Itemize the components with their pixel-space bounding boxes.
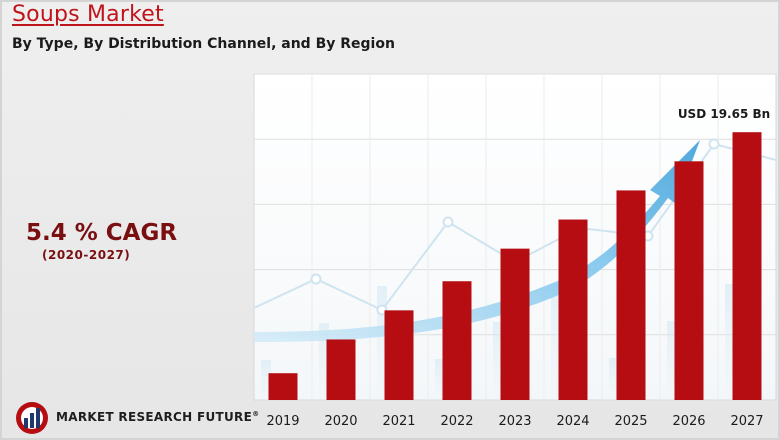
ghost-bar (725, 284, 735, 400)
ghost-bar (319, 323, 329, 400)
x-axis-labels: 2019 2020 2021 2022 2023 2024 2025 2026 2027 (266, 414, 763, 429)
brand-name: MARKET RESEARCH FUTURE® (56, 410, 260, 424)
ghost-bar (435, 359, 445, 400)
x-tick-label: 2022 (440, 414, 473, 429)
bar-2027 (732, 132, 762, 400)
brand-logo: MARKET RESEARCH FUTURE® (12, 396, 259, 436)
bar-2020 (326, 339, 356, 400)
x-tick-label: 2026 (672, 414, 705, 429)
ghost-bar (609, 358, 619, 400)
cagr-value: 5.4 % CAGR (26, 220, 178, 246)
bar-2022 (442, 281, 472, 400)
ghost-bar (493, 322, 503, 400)
bar-2026 (674, 161, 704, 400)
ghost-bar (261, 360, 271, 400)
globe-icon (16, 402, 48, 434)
x-tick-label: 2027 (730, 414, 763, 429)
bar-2025 (616, 190, 646, 400)
cagr-period: (2020-2027) (42, 248, 131, 262)
x-tick-label: 2023 (498, 414, 531, 429)
x-tick-label: 2021 (382, 414, 415, 429)
x-tick-label: 2020 (324, 414, 357, 429)
page-title: Soups Market (12, 2, 164, 27)
page-subtitle: By Type, By Distribution Channel, and By… (12, 36, 395, 52)
ghost-bar (551, 285, 561, 400)
ghost-bar (377, 286, 387, 400)
bar-2019 (268, 373, 298, 400)
ghost-point (310, 273, 322, 285)
ghost-point (376, 304, 388, 316)
bar-2023 (500, 248, 530, 400)
ghost-point (442, 216, 454, 228)
x-tick-label: 2019 (266, 414, 299, 429)
ghost-point (708, 138, 720, 150)
ghost-bar (667, 321, 677, 400)
bar-2024 (558, 219, 588, 400)
x-tick-label: 2025 (614, 414, 647, 429)
x-tick-label: 2024 (556, 414, 589, 429)
bar-series (268, 132, 762, 400)
value-annotation: USD 19.65 Bn (678, 107, 770, 121)
bar-2021 (384, 310, 414, 400)
